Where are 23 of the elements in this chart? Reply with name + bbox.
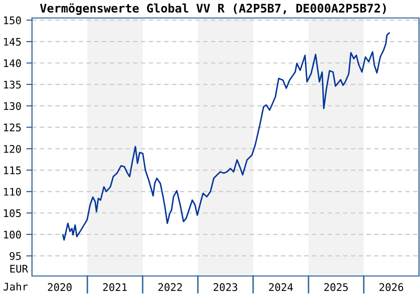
y-tick-label: 115 (4, 166, 21, 174)
x-tick-label: 2020 (48, 283, 72, 292)
x-tick-label: 2025 (324, 283, 348, 292)
x-tick-label: 2022 (158, 283, 182, 292)
y-tick-label: 110 (4, 188, 21, 196)
y-axis-title: EUR (10, 264, 28, 273)
x-tick-label: 2021 (103, 283, 127, 292)
chart-title: Vermögenswerte Global VV R (A2P5B7, DE000A2P5B72) (40, 3, 386, 15)
x-axis-title: Jahr (4, 282, 28, 291)
y-tick-label: 95 (10, 252, 21, 260)
y-tick-label: 105 (4, 209, 21, 218)
y-tick-label: 150 (4, 16, 21, 24)
y-tick-label: 100 (4, 230, 21, 239)
y-tick-label: 130 (4, 102, 21, 110)
x-tick-label: 2024 (269, 283, 293, 292)
x-tick-label: 2026 (380, 283, 404, 292)
y-tick-label: 145 (4, 38, 21, 46)
y-tick-label: 120 (4, 144, 21, 153)
y-tick-label: 135 (4, 80, 21, 89)
y-tick-label: 125 (4, 124, 21, 132)
x-tick-label: 2023 (214, 283, 238, 292)
line-series (62, 32, 390, 241)
y-tick-label: 140 (4, 59, 21, 68)
